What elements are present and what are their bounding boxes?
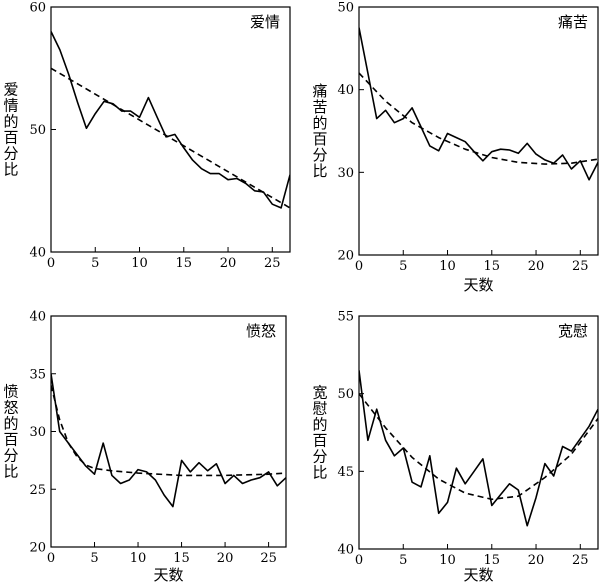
y-axis-label-char: 痛 — [312, 82, 327, 100]
x-tick-label: 25 — [260, 551, 277, 566]
y-tick-label: 20 — [29, 541, 46, 556]
y-tick-label: 40 — [337, 543, 354, 558]
data-line — [51, 31, 290, 209]
y-axis-label-char: 百 — [3, 128, 18, 146]
plot-frame — [50, 315, 287, 548]
y-axis-label-char: 百 — [312, 130, 327, 148]
y-tick-label: 45 — [337, 465, 354, 480]
trend-line — [51, 67, 290, 209]
y-axis-label: 愤怒的百分比 — [3, 382, 18, 480]
data-line — [51, 373, 286, 508]
y-axis-label-char: 分 — [312, 146, 327, 164]
data-line — [359, 27, 598, 181]
x-tick-label: 5 — [90, 551, 98, 566]
x-tick-label: 25 — [572, 259, 589, 274]
trend-line — [359, 393, 598, 501]
plot-frame — [50, 6, 291, 253]
y-tick-label: 50 — [29, 123, 46, 138]
x-axis-label: 天数 — [153, 566, 183, 584]
y-axis-label-char: 慰 — [312, 399, 327, 417]
x-axis-label: 天数 — [463, 276, 493, 294]
y-axis-label-char: 分 — [312, 447, 327, 465]
y-axis-label-char: 的 — [312, 415, 327, 433]
x-tick-label: 0 — [355, 553, 363, 568]
y-axis-label-char: 宽 — [312, 383, 327, 401]
x-tick-label: 15 — [484, 553, 501, 568]
y-axis-label-char: 的 — [3, 112, 18, 130]
y-axis-label: 痛苦的百分比 — [312, 82, 327, 180]
y-axis-label-char: 爱 — [3, 80, 18, 98]
y-axis-label-char: 情 — [3, 96, 18, 114]
trend-line — [51, 385, 286, 477]
panel-title: 痛苦 — [558, 13, 588, 31]
y-axis-label: 宽慰的百分比 — [312, 383, 327, 481]
x-tick-label: 5 — [91, 256, 99, 271]
y-axis-label-char: 百 — [312, 431, 327, 449]
y-axis-label-char: 愤 — [3, 382, 18, 400]
y-axis-label-char: 分 — [3, 446, 18, 464]
x-tick-label: 10 — [131, 256, 148, 271]
x-tick-label: 15 — [484, 259, 501, 274]
y-axis-label: 爱情的百分比 — [3, 80, 18, 178]
x-tick-label: 0 — [355, 259, 363, 274]
data-line — [359, 370, 598, 527]
y-tick-label: 30 — [337, 166, 354, 181]
panel-title: 愤怒 — [246, 322, 276, 340]
x-tick-label: 10 — [439, 259, 456, 274]
y-axis-label-char: 比 — [3, 160, 18, 178]
y-axis-label-char: 的 — [312, 114, 327, 132]
y-tick-label: 30 — [29, 425, 46, 440]
x-tick-label: 10 — [439, 553, 456, 568]
y-tick-label: 60 — [29, 1, 46, 16]
y-tick-label: 25 — [29, 483, 46, 498]
x-tick-label: 20 — [217, 551, 234, 566]
x-tick-label: 10 — [130, 551, 147, 566]
y-axis-label-char: 苦 — [312, 98, 327, 116]
x-tick-label: 20 — [220, 256, 237, 271]
x-tick-label: 25 — [264, 256, 281, 271]
y-tick-label: 55 — [337, 310, 354, 325]
plot-frame — [358, 315, 599, 550]
y-axis-label-char: 比 — [312, 162, 327, 180]
y-axis-label-char: 比 — [312, 463, 327, 481]
y-axis-label-char: 百 — [3, 430, 18, 448]
x-tick-label: 5 — [399, 259, 407, 274]
y-tick-label: 20 — [337, 249, 354, 264]
x-tick-label: 5 — [399, 553, 407, 568]
y-axis-label-char: 怒 — [3, 398, 18, 416]
plot-frame — [358, 6, 599, 256]
x-tick-label: 20 — [528, 553, 545, 568]
y-axis-label-char: 分 — [3, 144, 18, 162]
x-tick-label: 15 — [173, 551, 190, 566]
y-tick-label: 40 — [29, 310, 46, 325]
x-tick-label: 20 — [528, 259, 545, 274]
x-axis-label: 天数 — [463, 566, 493, 584]
panel-title: 爱情 — [250, 13, 280, 31]
y-tick-label: 50 — [337, 387, 354, 402]
x-tick-label: 0 — [47, 256, 55, 271]
y-tick-label: 40 — [29, 246, 46, 261]
y-tick-label: 40 — [337, 83, 354, 98]
x-tick-label: 15 — [176, 256, 193, 271]
panel-title: 宽慰 — [558, 322, 588, 340]
x-tick-label: 25 — [572, 553, 589, 568]
y-axis-label-char: 的 — [3, 414, 18, 432]
y-axis-label-char: 比 — [3, 462, 18, 480]
y-tick-label: 50 — [337, 1, 354, 16]
x-tick-label: 0 — [47, 551, 55, 566]
y-tick-label: 35 — [29, 367, 46, 382]
trend-line — [359, 72, 598, 165]
